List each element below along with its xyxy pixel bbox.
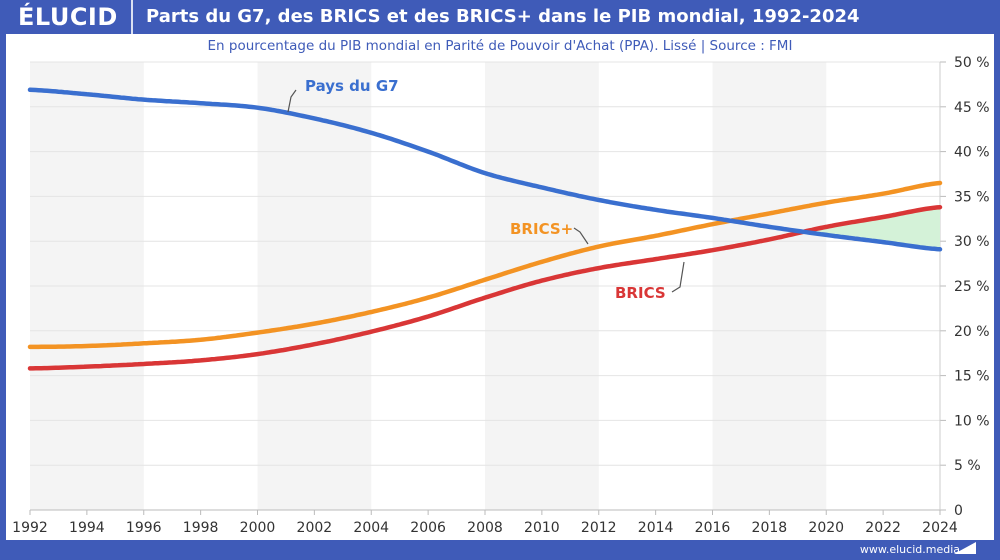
gap-area	[803, 207, 940, 250]
x-tick-label: 2004	[353, 520, 389, 536]
series-line-pays-du-g7	[27, 87, 943, 252]
x-tick-label: 2014	[638, 520, 674, 536]
y-tick-label: 10 %	[954, 413, 990, 429]
y-tick-label: 0	[954, 503, 963, 519]
series-line-brics-	[27, 180, 943, 350]
series-line-brics	[27, 204, 943, 371]
footer-url[interactable]: www.elucid.media	[859, 543, 960, 556]
y-tick-label: 50 %	[954, 55, 990, 71]
x-tick-label: 1992	[12, 520, 48, 536]
x-tick-label: 2002	[297, 520, 333, 536]
x-tick-label: 2016	[695, 520, 731, 536]
chart: 0 5 % 10 % 15 % 20 % 25 % 30 % 35 % 40 % 45 % 50 %…	[12, 55, 990, 536]
x-tick-label: 1996	[126, 520, 162, 536]
y-tick-label: 25 %	[954, 279, 990, 295]
label-leader-line	[287, 89, 297, 113]
x-tick-label: 2012	[581, 520, 617, 536]
y-tick-label: 15 %	[954, 369, 990, 385]
y-tick-label: 30 %	[954, 234, 990, 250]
y-tick-label: 5 %	[954, 458, 981, 474]
chart-subtitle: En pourcentage du PIB mondial en Parité …	[207, 38, 793, 54]
y-tick-label: 20 %	[954, 324, 990, 340]
x-tick-label: 1994	[69, 520, 105, 536]
x-tick-label: 2010	[524, 520, 560, 536]
y-tick-label: 35 %	[954, 189, 990, 205]
x-tick-label: 2008	[467, 520, 503, 536]
series-label: Pays du G7	[305, 77, 399, 95]
label-leader-line	[573, 227, 589, 245]
x-tick-label: 2018	[752, 520, 788, 536]
logo: ÉLUCID	[18, 3, 118, 31]
series-label: BRICS	[615, 284, 666, 302]
x-tick-label: 1998	[183, 520, 219, 536]
x-tick-label: 2000	[240, 520, 276, 536]
x-tick-label: 2022	[865, 520, 901, 536]
y-tick-label: 40 %	[954, 145, 990, 161]
y-tick-label: 45 %	[954, 100, 990, 116]
x-tick-label: 2024	[922, 520, 958, 536]
x-tick-label: 2020	[808, 520, 844, 536]
divider	[131, 0, 133, 34]
footer-logo-mark	[954, 542, 976, 554]
chart-title: Parts du G7, des BRICS et des BRICS+ dan…	[146, 6, 860, 27]
label-leader-line	[671, 261, 685, 293]
x-tick-label: 2006	[410, 520, 446, 536]
header: ÉLUCID Parts du G7, des BRICS et des BRI…	[0, 0, 1000, 34]
series-label: BRICS+	[510, 220, 573, 238]
